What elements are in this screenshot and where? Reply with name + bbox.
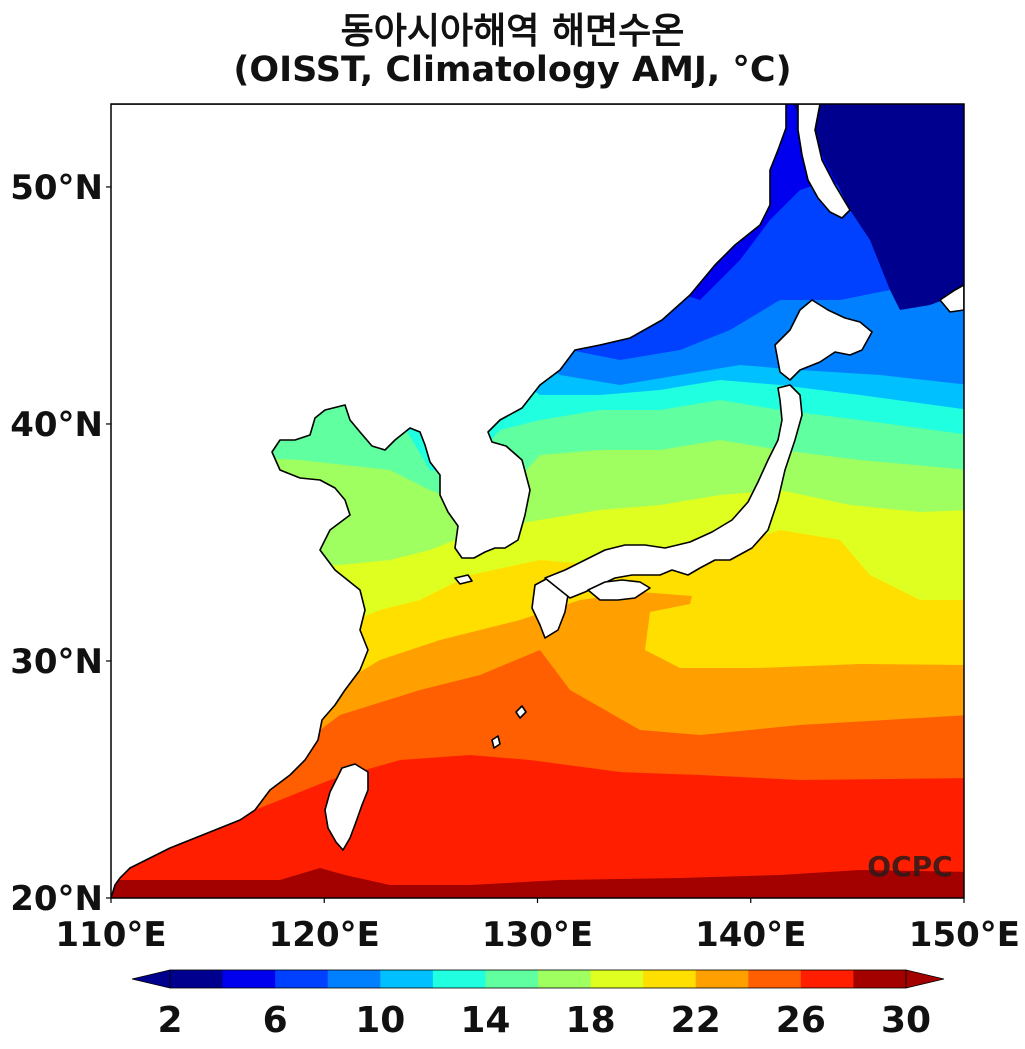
lon-tick-label: 130°E — [482, 915, 593, 955]
colorbar-tick-label: 10 — [355, 1000, 405, 1041]
colorbar-swatch — [485, 970, 539, 988]
colorbar-over-arrow — [905, 969, 945, 989]
colorbar-swatch — [432, 970, 486, 988]
colorbar-swatch — [538, 970, 592, 988]
lon-tick-label: 120°E — [269, 915, 380, 955]
colorbar-swatch — [222, 970, 276, 988]
land-shikoku — [587, 579, 651, 601]
land-ryukyu-1 — [491, 735, 501, 749]
lon-tick-label: 140°E — [695, 915, 806, 955]
land-honshu — [544, 384, 803, 599]
land-sakhalin — [797, 104, 851, 219]
colorbar-swatch — [800, 970, 854, 988]
lon-tick-label: 110°E — [55, 915, 166, 955]
lat-tick-label: 30°N — [10, 642, 103, 682]
ocpc-watermark: OCPC — [867, 850, 952, 883]
colorbar-swatch — [643, 970, 697, 988]
land-hokkaido — [774, 299, 873, 381]
colorbar-tick-label: 14 — [460, 1000, 510, 1041]
colorbar-tick-label: 6 — [263, 1000, 288, 1041]
lat-tick-label: 20°N — [10, 879, 103, 919]
colorbar: 2 6 10 14 18 22 26 30 — [131, 969, 945, 1041]
lat-tick-label: 50°N — [10, 168, 103, 208]
colorbar-swatch — [695, 970, 749, 988]
land-asia-mainland — [111, 104, 787, 898]
land-jeju — [454, 574, 473, 585]
sst-band-2-4 — [792, 104, 964, 310]
map-title: 동아시아해역 해면수온 — [340, 11, 685, 52]
colorbar-swatch — [590, 970, 644, 988]
colorbar-swatch — [327, 970, 381, 988]
colorbar-swatch — [275, 970, 329, 988]
land-areas — [111, 104, 964, 898]
longitude-tick-labels: 110°E 120°E 130°E 140°E 150°E — [55, 898, 1020, 955]
colorbar-tick-label: 30 — [881, 1000, 931, 1041]
colorbar-under-arrow — [131, 969, 171, 989]
colorbar-tick-label: 26 — [776, 1000, 826, 1041]
colorbar-tick-label: 18 — [566, 1000, 616, 1041]
colorbar-swatch — [748, 970, 802, 988]
lat-tick-label: 40°N — [10, 405, 103, 445]
lon-tick-label: 150°E — [909, 915, 1020, 955]
land-taiwan — [324, 763, 369, 851]
colorbar-frame — [169, 969, 907, 989]
map-subtitle: (OISST, Climatology AMJ, °C) — [233, 50, 792, 90]
land-okinawa — [515, 705, 527, 719]
colorbar-swatch — [380, 970, 434, 988]
land-kamchatka-edge — [939, 284, 964, 313]
colorbar-tick-label: 22 — [671, 1000, 721, 1041]
latitude-tick-labels: 20°N 30°N 40°N 50°N — [10, 168, 111, 919]
colorbar-tick-label: 2 — [157, 1000, 182, 1041]
colorbar-swatch — [170, 970, 224, 988]
colorbar-swatch — [853, 970, 907, 988]
